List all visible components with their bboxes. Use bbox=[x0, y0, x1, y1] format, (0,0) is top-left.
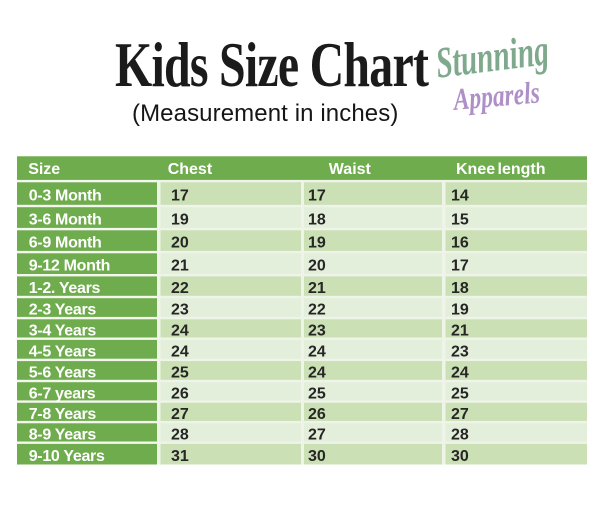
svg-text:9-10 Years: 9-10 Years bbox=[29, 448, 105, 465]
svg-text:9-12 Month: 9-12 Month bbox=[29, 258, 110, 275]
svg-text:25: 25 bbox=[451, 385, 469, 402]
svg-text:28: 28 bbox=[451, 426, 469, 443]
svg-text:31: 31 bbox=[171, 448, 189, 465]
svg-text:25: 25 bbox=[308, 385, 326, 402]
svg-text:6-9 Month: 6-9 Month bbox=[29, 235, 102, 252]
svg-text:22: 22 bbox=[308, 302, 326, 319]
svg-text:Chest: Chest bbox=[168, 161, 213, 178]
svg-text:0-3 Month: 0-3 Month bbox=[29, 188, 102, 205]
svg-text:18: 18 bbox=[308, 212, 326, 229]
svg-text:30: 30 bbox=[308, 448, 326, 465]
svg-text:16: 16 bbox=[451, 235, 469, 252]
svg-text:3-4 Years: 3-4 Years bbox=[29, 322, 97, 339]
svg-text:length: length bbox=[498, 161, 546, 178]
svg-text:18: 18 bbox=[451, 280, 469, 297]
svg-text:14: 14 bbox=[451, 188, 469, 205]
svg-text:5-6 Years: 5-6 Years bbox=[29, 364, 97, 381]
svg-text:20: 20 bbox=[308, 258, 326, 275]
svg-text:24: 24 bbox=[171, 343, 189, 360]
svg-text:22: 22 bbox=[171, 280, 189, 297]
svg-text:7-8 Years: 7-8 Years bbox=[29, 406, 97, 423]
svg-text:19: 19 bbox=[308, 235, 326, 252]
svg-text:17: 17 bbox=[171, 188, 189, 205]
svg-text:27: 27 bbox=[308, 426, 326, 443]
svg-text:Size: Size bbox=[28, 161, 60, 178]
svg-text:24: 24 bbox=[308, 343, 326, 360]
svg-text:26: 26 bbox=[308, 406, 326, 423]
svg-text:25: 25 bbox=[171, 364, 189, 381]
svg-text:30: 30 bbox=[451, 448, 469, 465]
svg-text:24: 24 bbox=[171, 322, 189, 339]
svg-text:19: 19 bbox=[171, 212, 189, 229]
svg-text:15: 15 bbox=[451, 212, 469, 229]
svg-text:6-7 years: 6-7 years bbox=[29, 385, 96, 402]
svg-text:26: 26 bbox=[171, 385, 189, 402]
svg-text:17: 17 bbox=[451, 258, 469, 275]
svg-text:3-6 Month: 3-6 Month bbox=[29, 212, 102, 229]
svg-text:27: 27 bbox=[171, 406, 189, 423]
svg-text:24: 24 bbox=[308, 364, 326, 381]
svg-text:2-3 Years: 2-3 Years bbox=[29, 302, 97, 319]
svg-text:24: 24 bbox=[451, 364, 469, 381]
svg-text:1-2. Years: 1-2. Years bbox=[29, 280, 101, 297]
svg-text:28: 28 bbox=[171, 426, 189, 443]
svg-text:17: 17 bbox=[308, 188, 326, 205]
svg-text:23: 23 bbox=[171, 302, 189, 319]
svg-text:Knee: Knee bbox=[456, 161, 495, 178]
svg-text:23: 23 bbox=[308, 322, 326, 339]
svg-text:Waist: Waist bbox=[329, 161, 372, 178]
svg-text:21: 21 bbox=[451, 322, 469, 339]
svg-text:27: 27 bbox=[451, 406, 469, 423]
svg-text:21: 21 bbox=[171, 258, 189, 275]
svg-text:8-9 Years: 8-9 Years bbox=[29, 426, 97, 443]
svg-text:4-5 Years: 4-5 Years bbox=[29, 343, 97, 360]
svg-text:19: 19 bbox=[451, 302, 469, 319]
svg-text:23: 23 bbox=[451, 343, 469, 360]
svg-text:20: 20 bbox=[171, 235, 189, 252]
svg-text:21: 21 bbox=[308, 280, 326, 297]
